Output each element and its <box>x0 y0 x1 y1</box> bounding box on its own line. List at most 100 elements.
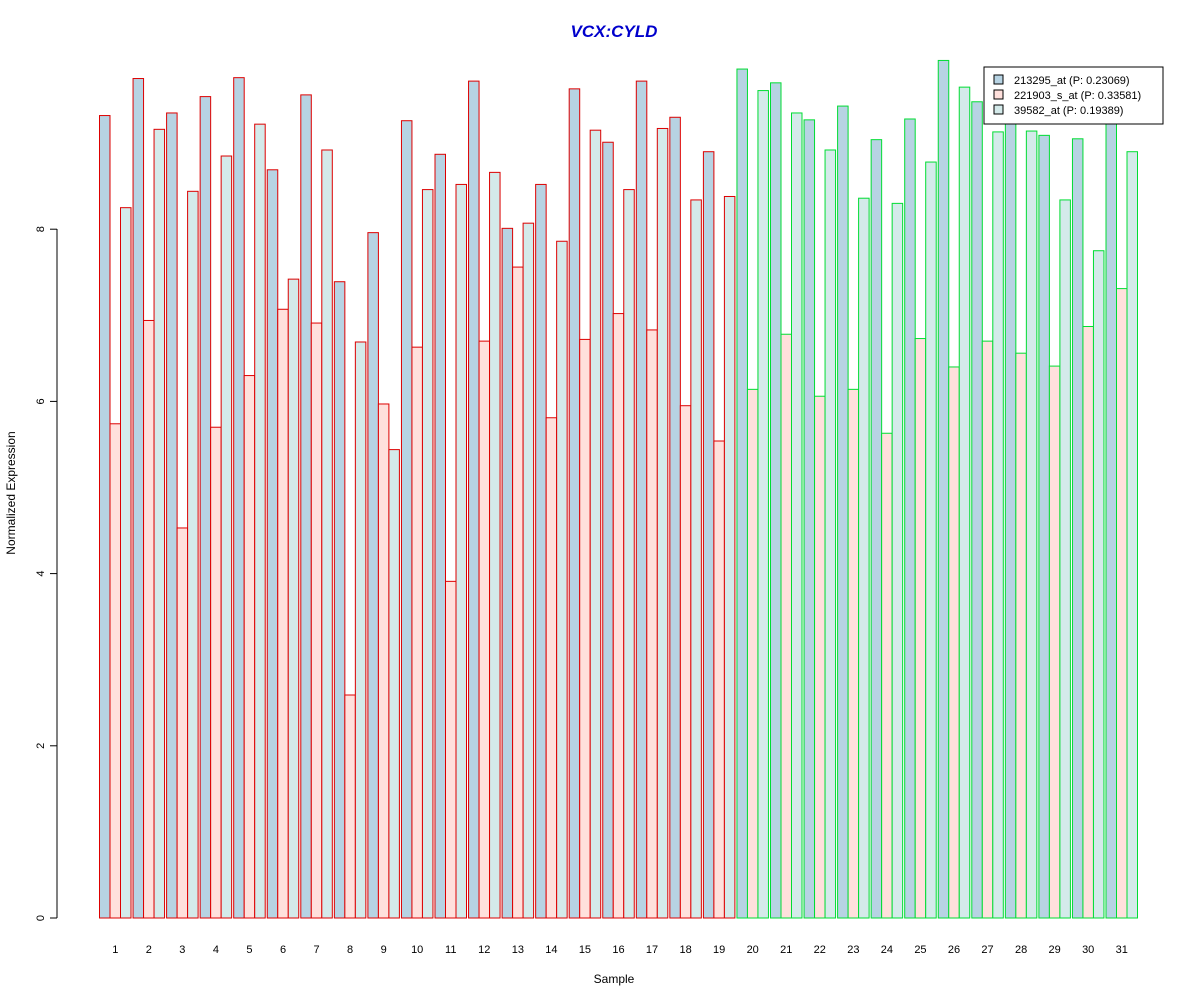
bar-14-series-3 <box>556 240 568 919</box>
bar-18-series-3 <box>690 199 702 919</box>
y-axis-label: Normalized Expression <box>4 431 18 554</box>
x-tick-label: 27 <box>981 944 993 956</box>
y-tick-label: 4 <box>35 571 47 577</box>
bar-11-series-2 <box>445 580 457 919</box>
bar-21-series-2 <box>780 333 792 919</box>
bar-30-series-1 <box>1071 138 1084 919</box>
bar-28-series-2 <box>1015 352 1027 919</box>
x-tick-label: 11 <box>445 944 456 956</box>
bar-22-series-1 <box>803 119 816 919</box>
bar-16-series-2 <box>612 313 625 919</box>
legend: 213295_at (P: 0.23069) 221903_s_at (P: 0.… <box>983 66 1164 125</box>
x-tick-label: 14 <box>545 944 557 956</box>
legend-swatch-1 <box>993 74 1004 85</box>
bar-23-series-1 <box>837 105 849 919</box>
bar-15-series-1 <box>568 88 581 919</box>
legend-box <box>983 66 1164 125</box>
bar-3-series-3 <box>187 190 199 919</box>
x-tick-label: 8 <box>347 944 353 956</box>
x-tick-label: 22 <box>814 944 826 956</box>
x-tick-label: 29 <box>1049 944 1061 956</box>
x-tick-label: 3 <box>179 944 185 956</box>
bar-14-series-1 <box>535 183 547 919</box>
chart-title: VCX:CYLD <box>571 22 658 41</box>
bar-11-series-3 <box>455 183 467 919</box>
bar-21-series-1 <box>770 82 782 919</box>
bar-4-series-1 <box>199 96 212 919</box>
bar-8-series-1 <box>333 281 346 919</box>
bar-9-series-1 <box>367 232 379 919</box>
bar-25-series-1 <box>904 118 916 919</box>
bar-5-series-3 <box>254 123 266 919</box>
bar-7-series-1 <box>300 94 312 919</box>
bar-27-series-3 <box>992 131 1004 919</box>
bar-7-series-2 <box>310 322 323 919</box>
bar-20-series-1 <box>736 68 748 919</box>
bar-26-series-2 <box>948 366 960 919</box>
x-tick-label: 6 <box>280 944 286 956</box>
legend-label-1: 213295_at (P: 0.23069) <box>1014 75 1130 87</box>
x-tick-label: 31 <box>1116 944 1128 956</box>
bar-27-series-2 <box>981 340 994 919</box>
bar-13-series-3 <box>522 222 535 919</box>
bar-3-series-1 <box>166 112 178 919</box>
x-tick-label: 18 <box>679 944 691 956</box>
x-tick-label: 4 <box>213 944 219 956</box>
bar-18-series-1 <box>669 116 681 919</box>
bar-1-series-3 <box>120 207 132 919</box>
bar-9-series-3 <box>388 449 400 919</box>
x-tick-label: 1 <box>112 944 118 956</box>
bar-24-series-3 <box>891 202 904 919</box>
bar-12-series-3 <box>489 171 501 919</box>
bar-9-series-2 <box>377 403 390 919</box>
bar-12-series-1 <box>468 80 480 919</box>
bar-19-series-1 <box>702 151 715 919</box>
bar-8-series-2 <box>344 694 356 919</box>
x-tick-label: 16 <box>612 944 624 956</box>
x-tick-label: 26 <box>948 944 960 956</box>
x-tick-label: 13 <box>512 944 524 956</box>
x-tick-label: 30 <box>1082 944 1094 956</box>
x-tick-label: 5 <box>246 944 252 956</box>
bar-22-series-2 <box>814 395 826 919</box>
y-axis: 0 2 4 6 8 <box>35 226 58 921</box>
x-tick-label: 19 <box>713 944 725 956</box>
bar-22-series-3 <box>824 149 837 919</box>
bar-25-series-2 <box>914 338 927 919</box>
bar-25-series-3 <box>925 161 937 919</box>
bar-26-series-3 <box>958 86 971 919</box>
bar-30-series-3 <box>1092 250 1105 919</box>
y-tick-label: 8 <box>35 226 47 232</box>
bar-29-series-3 <box>1059 199 1071 919</box>
legend-swatch-3 <box>993 104 1004 115</box>
x-tick-label: 10 <box>411 944 423 956</box>
bar-19-series-2 <box>713 440 725 919</box>
bar-10-series-2 <box>411 346 423 919</box>
x-tick-label: 20 <box>747 944 759 956</box>
bar-10-series-3 <box>421 189 434 919</box>
x-tick-label: 24 <box>881 944 893 956</box>
bar-17-series-2 <box>646 329 658 919</box>
bar-23-series-3 <box>858 197 870 919</box>
bar-18-series-2 <box>679 405 692 919</box>
bar-15-series-2 <box>579 338 591 919</box>
bar-17-series-1 <box>635 80 648 919</box>
bar-1-series-1 <box>99 115 111 919</box>
bar-4-series-3 <box>220 155 233 919</box>
bar-2-series-1 <box>132 78 145 919</box>
bar-2-series-2 <box>143 319 155 919</box>
bar-28-series-3 <box>1025 130 1038 919</box>
x-tick-label: 7 <box>313 944 319 956</box>
bar-16-series-1 <box>602 141 614 919</box>
bar-6-series-3 <box>287 278 300 919</box>
bar-2-series-3 <box>153 128 166 919</box>
bar-19-series-3 <box>723 195 736 919</box>
bar-8-series-3 <box>354 341 367 919</box>
bar-5-series-1 <box>233 77 245 919</box>
bar-20-series-3 <box>757 90 769 919</box>
bar-31-series-3 <box>1126 151 1138 919</box>
bar-1-series-2 <box>109 423 121 919</box>
bar-29-series-1 <box>1038 134 1050 919</box>
bar-6-series-2 <box>277 308 289 919</box>
